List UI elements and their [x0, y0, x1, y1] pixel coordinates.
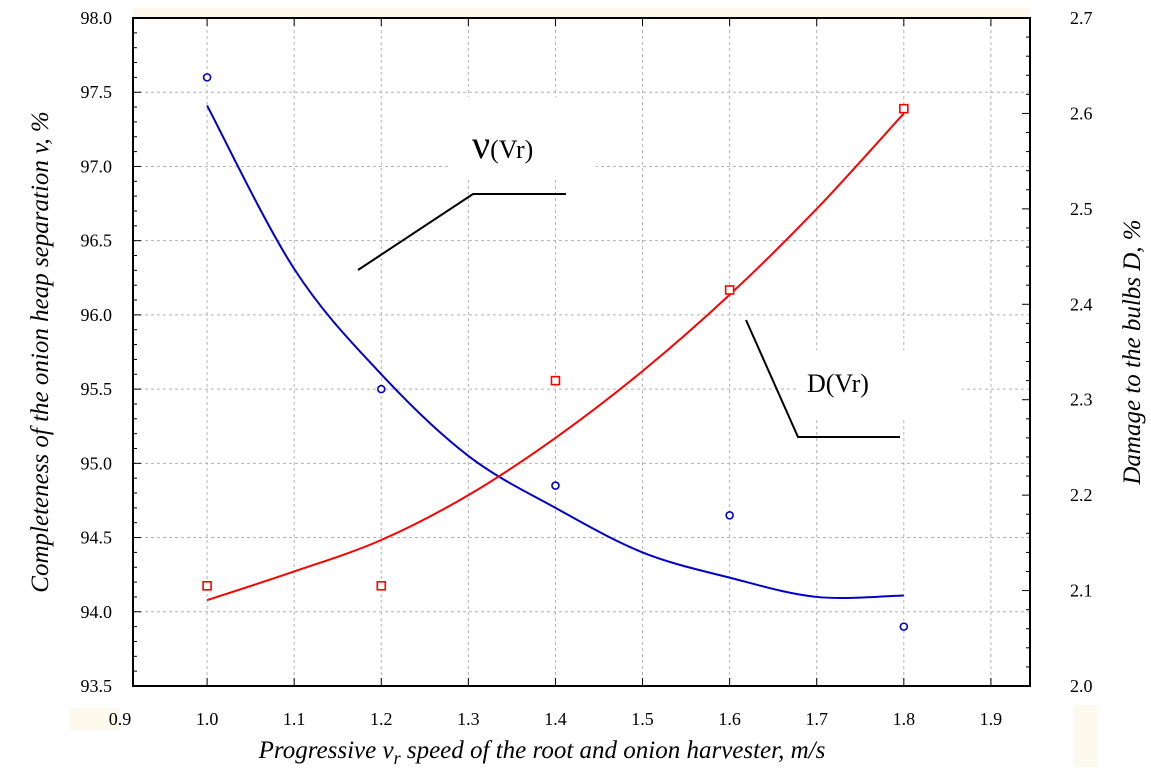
x-tick-label: 1.3 [457, 709, 480, 729]
data-point-completeness [376, 384, 386, 394]
y-left-tick-label: 98.0 [81, 8, 113, 28]
y-right-tick-label: 2.3 [1070, 390, 1093, 410]
y-right-axis-title: Damage to the bulbs D, % [1119, 219, 1146, 485]
data-point-damage [899, 103, 909, 114]
x-tick-label: 0.9 [109, 709, 132, 729]
x-axis-title: Progressive vr speed of the root and oni… [258, 737, 826, 768]
data-point-completeness [725, 510, 734, 520]
data-point-completeness [551, 481, 560, 490]
frame-band-bottom-right [1073, 705, 1097, 767]
y-left-axis-title: Completeness of the onion heap separatio… [27, 111, 54, 592]
nu-curve-label: ν(Vr) [472, 122, 533, 167]
d-label-leader [745, 319, 900, 438]
data-point-damage [550, 375, 561, 386]
y-right-tick-label: 2.5 [1070, 199, 1093, 219]
x-tick-label: 1.7 [805, 709, 828, 729]
y-left-tick-label: 97.0 [81, 156, 113, 176]
y-left-axis-tick-labels: 93.5 94.0 94.5 95.0 95.5 96.0 96.5 97.0 97.5 98.0 [81, 8, 113, 696]
y-right-axis-tick-labels: 2.0 2.1 2.2 2.3 2.4 2.5 2.6 2.7 [1070, 8, 1093, 696]
y-left-tick-label: 93.5 [81, 676, 113, 696]
y-left-tick-label: 96.5 [81, 231, 113, 251]
frame-band-top [133, 8, 1030, 18]
y-right-tick-label: 2.1 [1070, 581, 1093, 601]
data-point-damage [202, 580, 212, 591]
y-right-tick-label: 2.7 [1070, 8, 1093, 28]
plot-frame [132, 17, 1031, 687]
y-left-tick-label: 96.0 [81, 305, 113, 325]
data-point-damage [376, 580, 387, 591]
d-curve-label: D(Vr) [807, 369, 869, 398]
y-right-tick-label: 2.6 [1070, 103, 1093, 123]
x-tick-label: 1.4 [544, 709, 567, 729]
y-right-tick-label: 2.4 [1070, 294, 1093, 314]
x-tick-label: 1.2 [370, 709, 393, 729]
nu-label-leader [357, 193, 566, 271]
fit-curve-completeness [206, 105, 904, 599]
y-right-tick-label: 2.2 [1070, 485, 1093, 505]
nu-label-box [448, 97, 596, 179]
x-axis-tick-labels: 0.9 1.0 1.1 1.2 1.3 1.4 1.5 1.6 1.7 1.8 1.9 [109, 709, 1002, 729]
data-markers [202, 73, 909, 631]
x-tick-label: 1.9 [980, 709, 1003, 729]
y-left-tick-label: 94.5 [81, 528, 113, 548]
y-left-tick-label: 95.0 [81, 453, 113, 473]
data-point-completeness [202, 73, 212, 82]
y-left-tick-label: 95.5 [81, 379, 113, 399]
x-tick-label: 1.5 [631, 709, 654, 729]
y-left-tick-label: 94.0 [81, 602, 113, 622]
y-right-tick-label: 2.0 [1070, 676, 1093, 696]
x-tick-label: 1.6 [718, 709, 741, 729]
frame-band-bottom-left [70, 708, 120, 730]
data-point-damage [724, 285, 735, 295]
x-tick-label: 1.1 [283, 709, 306, 729]
fit-curve-damage [206, 112, 905, 602]
data-point-completeness [899, 622, 909, 631]
fit-curves [206, 105, 905, 602]
x-tick-label: 1.8 [893, 709, 916, 729]
y-left-tick-label: 97.5 [81, 82, 113, 102]
d-label-box [796, 350, 962, 420]
x-tick-label: 1.0 [196, 709, 219, 729]
